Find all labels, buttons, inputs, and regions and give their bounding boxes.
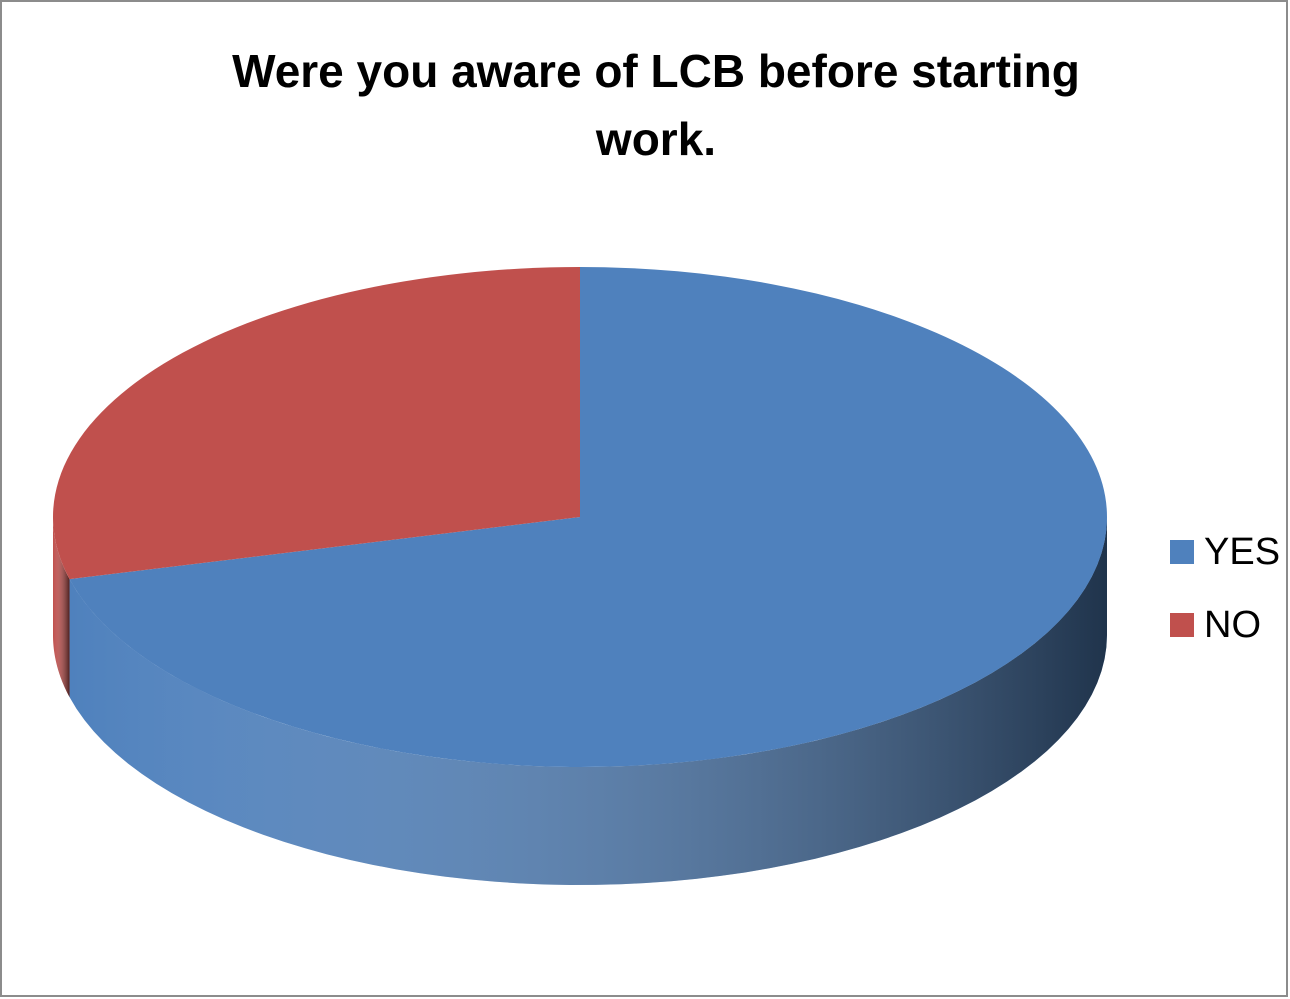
slice-side-shade — [53, 517, 70, 698]
slice-side-shade — [69, 517, 1108, 885]
chart-title: Were you aware of LCB before starting wor… — [232, 45, 1080, 165]
legend: YES NO — [1170, 531, 1280, 646]
chart-title: Were you aware of LCB before starting wor… — [232, 45, 1080, 165]
legend-swatch — [1170, 540, 1194, 564]
pie-slice — [52, 267, 580, 580]
pie — [52, 267, 1108, 885]
pie-slice — [69, 267, 1108, 767]
legend-label: YES — [1204, 531, 1280, 573]
legend-label: NO — [1204, 604, 1261, 646]
legend-swatch — [1170, 613, 1194, 637]
